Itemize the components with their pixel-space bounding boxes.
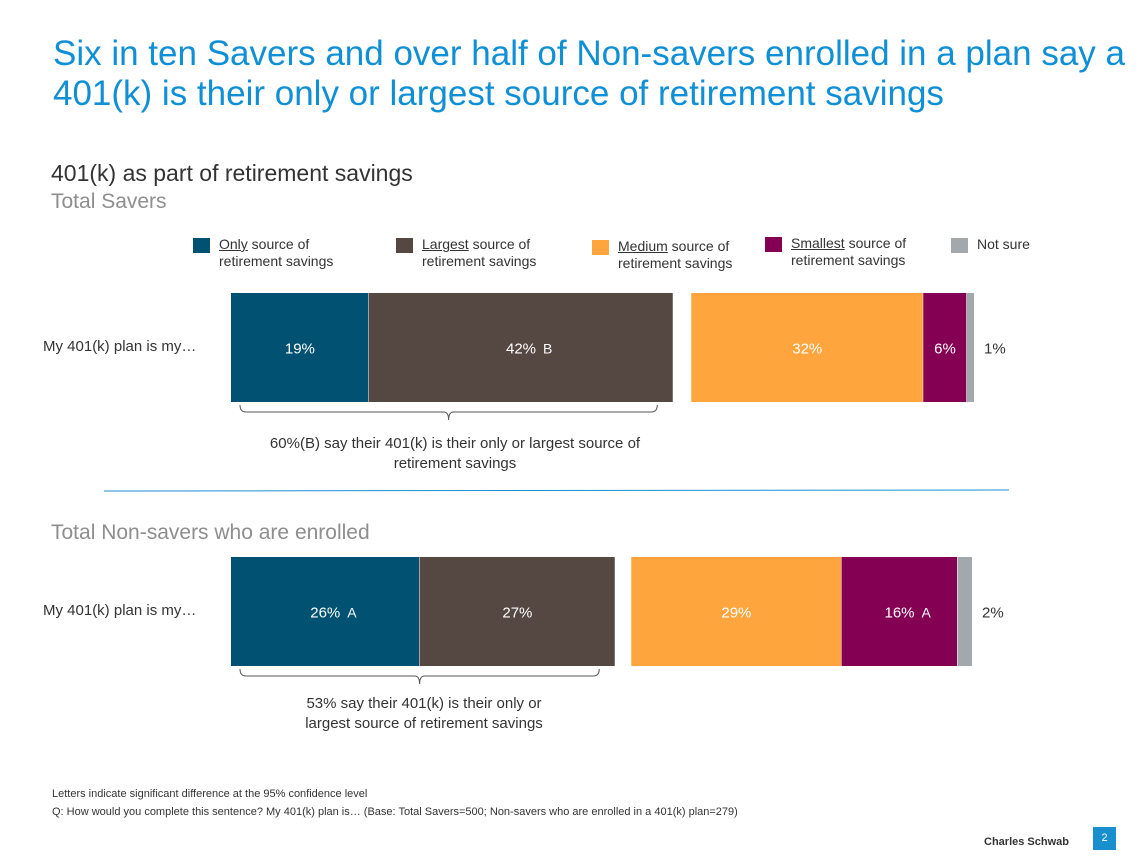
data-label-medium-g1: 29% <box>721 605 751 622</box>
data-label-largest-g1: 27% <box>502 605 532 622</box>
footnote-question: Q: How would you complete this sentence?… <box>52 806 738 818</box>
bar-medium-g1 <box>631 557 842 666</box>
bracket-caption-savers: 60%(B) say their 401(k) is their only or… <box>269 435 641 472</box>
sig-letter-only-g1: A <box>347 605 357 621</box>
bracket-g1 <box>239 668 600 685</box>
page-title: Six in ten Savers and over half of Non-s… <box>53 34 1125 113</box>
bar-medium-g0 <box>691 293 924 402</box>
legend-label-only: Only source of retirement savings <box>219 236 334 269</box>
data-label-not-sure-g0: 1% <box>984 341 1006 358</box>
legend-swatch-largest <box>396 238 413 253</box>
legend-swatch-medium <box>592 240 609 255</box>
legend-swatch-not-sure <box>951 238 968 253</box>
bar-not_sure-g1 <box>957 557 972 666</box>
legend-item-medium: Medium source of retirement savings <box>592 238 762 272</box>
legend-item-only: Only source of retirement savings <box>193 236 363 270</box>
brand-name: Charles Schwab <box>984 836 1069 848</box>
group-label-non-savers: Total Non-savers who are enrolled <box>51 521 370 544</box>
data-label-smallest-g0: 6% <box>934 341 956 358</box>
row-label-savers: My 401(k) plan is my… <box>43 338 197 355</box>
bracket-caption-non-savers: 53% say their 401(k) is their only or la… <box>305 695 543 732</box>
legend-swatch-only <box>193 238 210 253</box>
bar-largest-g1 <box>419 557 616 666</box>
data-label-largest-g0: 42% <box>506 341 536 358</box>
bar-smallest-g0 <box>923 293 967 402</box>
data-label-only-g1: 26% <box>310 605 340 622</box>
chart-title: 401(k) as part of retirement savings <box>51 160 413 186</box>
sig-letter-smallest-g1: A <box>922 605 932 621</box>
legend-label-not-sure: Not sure <box>977 236 1030 252</box>
footnote-significance: Letters indicate significant difference … <box>52 788 368 800</box>
group-label-savers: Total Savers <box>51 190 167 213</box>
legend-item-smallest: Smallest source of retirement savings <box>765 235 935 269</box>
bracket-g0 <box>239 404 658 421</box>
legend-label-medium: Medium source of retirement savings <box>618 238 733 271</box>
data-label-smallest-g1: 16% <box>884 605 914 622</box>
legend-label-largest: Largest source of retirement savings <box>422 236 537 269</box>
page-number: 2 <box>1093 827 1116 850</box>
row-label-non-savers: My 401(k) plan is my… <box>43 602 197 619</box>
sig-letter-largest-g0: B <box>543 341 552 357</box>
data-label-medium-g0: 32% <box>792 341 822 358</box>
bar-smallest-g1 <box>841 557 958 666</box>
bar-largest-g0 <box>368 293 674 402</box>
data-label-not-sure-g1: 2% <box>982 605 1004 622</box>
data-label-only-g0: 19% <box>285 341 315 358</box>
legend-item-largest: Largest source of retirement savings <box>396 236 566 270</box>
bar-only-g0 <box>231 293 369 402</box>
legend-item-not-sure: Not sure <box>951 236 1071 253</box>
legend-swatch-smallest <box>765 237 782 252</box>
legend-label-smallest: Smallest source of retirement savings <box>791 235 907 268</box>
bar-only-g1 <box>231 557 420 666</box>
bar-not_sure-g0 <box>966 293 974 402</box>
